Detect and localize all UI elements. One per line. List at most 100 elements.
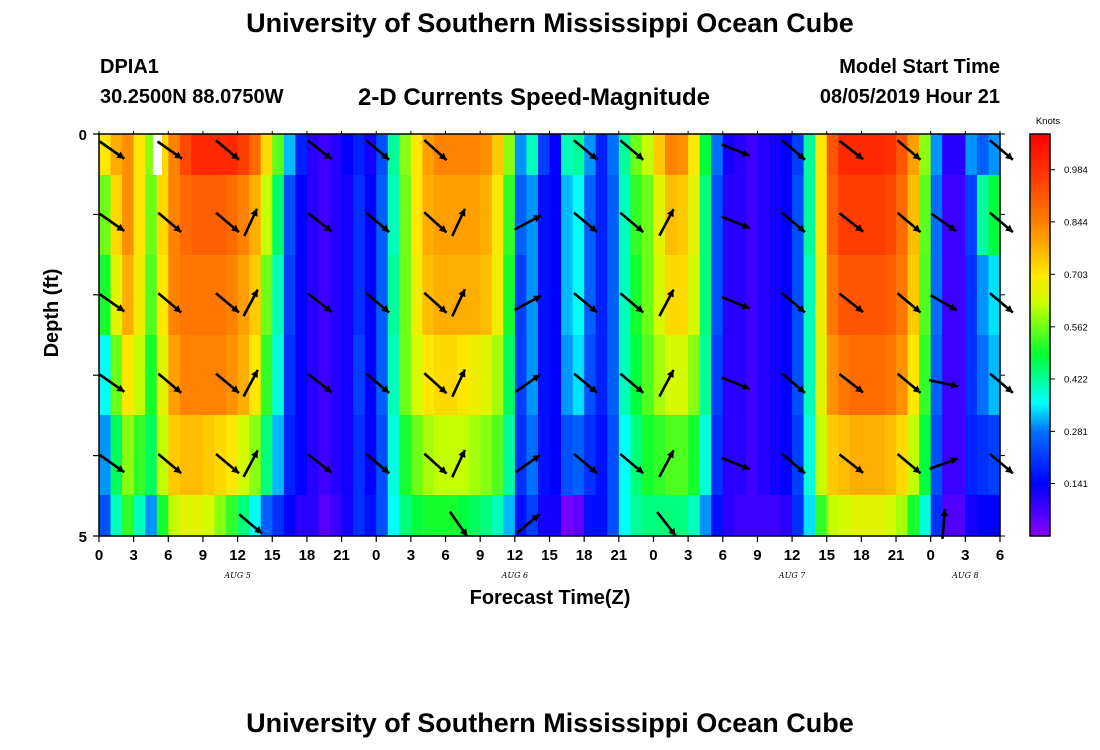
heat-cell — [318, 255, 331, 335]
current-vector — [721, 215, 751, 230]
x-tick-label: 12 — [784, 547, 801, 564]
heat-cell — [537, 255, 551, 335]
heat-cell — [699, 255, 712, 335]
current-vector — [658, 288, 675, 317]
heat-cell — [896, 134, 909, 175]
heat-cell — [988, 255, 1001, 335]
heat-cell — [353, 335, 366, 415]
heat-cell — [202, 134, 216, 175]
heat-cell — [410, 495, 424, 536]
heat-cell — [364, 415, 377, 495]
current-vector — [307, 453, 333, 474]
heat-cell — [283, 495, 296, 536]
current-vector — [838, 453, 864, 474]
heat-cell — [942, 495, 955, 536]
heat-cell — [399, 335, 412, 415]
current-vector — [215, 211, 240, 234]
heat-cell — [942, 335, 955, 415]
heat-cell — [676, 335, 689, 415]
heat-cell — [734, 255, 747, 335]
heat-cell — [318, 335, 331, 415]
heat-cell — [572, 415, 585, 495]
current-vectors — [98, 139, 1014, 540]
heat-cell — [133, 335, 146, 415]
heat-cell — [260, 415, 273, 495]
current-vector — [514, 373, 541, 393]
heat-cell — [942, 415, 955, 495]
current-vector — [781, 292, 806, 314]
heat-cell — [260, 255, 273, 335]
heat-cell — [607, 134, 620, 175]
heat-cell — [872, 335, 886, 415]
heat-cell — [838, 335, 851, 415]
current-vector — [781, 139, 806, 161]
current-vector — [928, 378, 959, 389]
heat-cell — [745, 175, 759, 255]
current-vector — [215, 453, 240, 475]
heat-cell — [318, 415, 331, 495]
heat-cell — [676, 175, 689, 255]
heat-cell — [168, 175, 181, 255]
current-vector — [989, 372, 1014, 394]
heat-cell — [953, 335, 966, 415]
heat-cell — [780, 255, 793, 335]
heat-cell — [445, 335, 458, 415]
current-vector — [307, 372, 333, 394]
heat-cell — [99, 335, 112, 415]
heat-cell — [595, 415, 608, 495]
heat-cell — [110, 495, 123, 536]
footer-title: University of Southern Mississippi Ocean… — [246, 708, 854, 738]
heat-cell — [872, 255, 886, 335]
heat-cell — [272, 175, 285, 255]
heat-cell — [976, 415, 990, 495]
heat-cell — [214, 134, 227, 175]
heat-cell — [665, 134, 678, 175]
current-vector — [896, 139, 922, 161]
heat-cell — [491, 415, 504, 495]
current-vector — [619, 372, 645, 394]
heat-cell — [202, 415, 216, 495]
heat-cell — [815, 495, 828, 536]
x-tick-label: 6 — [996, 547, 1004, 564]
heat-cell — [537, 415, 551, 495]
heat-cell — [722, 175, 735, 255]
current-vector — [838, 292, 864, 314]
current-vector — [365, 139, 391, 161]
heat-cell — [433, 255, 447, 335]
page-title: University of Southern Mississippi Ocean… — [246, 8, 854, 38]
heat-cell — [433, 415, 447, 495]
heat-cell — [306, 415, 320, 495]
heat-cell — [699, 495, 712, 536]
heat-cell — [237, 255, 250, 335]
current-vector — [513, 214, 542, 231]
heat-cell — [780, 134, 793, 175]
heat-cell — [387, 175, 400, 255]
heat-cell — [953, 175, 966, 255]
heat-cell — [272, 495, 285, 536]
current-vector — [896, 292, 922, 314]
heat-cell — [768, 175, 782, 255]
heat-cell — [884, 255, 897, 335]
current-vector — [619, 211, 645, 234]
heat-cell — [433, 335, 447, 415]
heat-cell — [376, 255, 389, 335]
heat-cell — [457, 134, 470, 175]
heat-cell — [884, 175, 897, 255]
heat-cell — [353, 415, 366, 495]
speed-heatmap — [99, 134, 1001, 536]
heat-cell — [410, 134, 424, 175]
heat-cell — [526, 415, 539, 495]
heat-cell — [330, 415, 343, 495]
heat-cell — [734, 335, 747, 415]
heat-cell — [410, 415, 424, 495]
heat-cell — [618, 415, 631, 495]
heat-cell — [272, 255, 285, 335]
current-vector — [451, 208, 467, 237]
heat-cell — [595, 255, 608, 335]
heat-cell — [838, 134, 851, 175]
heat-cell — [872, 495, 886, 536]
heat-cell — [618, 134, 631, 175]
heat-cell — [306, 335, 320, 415]
heat-cell — [907, 495, 920, 536]
heat-cell — [179, 415, 193, 495]
